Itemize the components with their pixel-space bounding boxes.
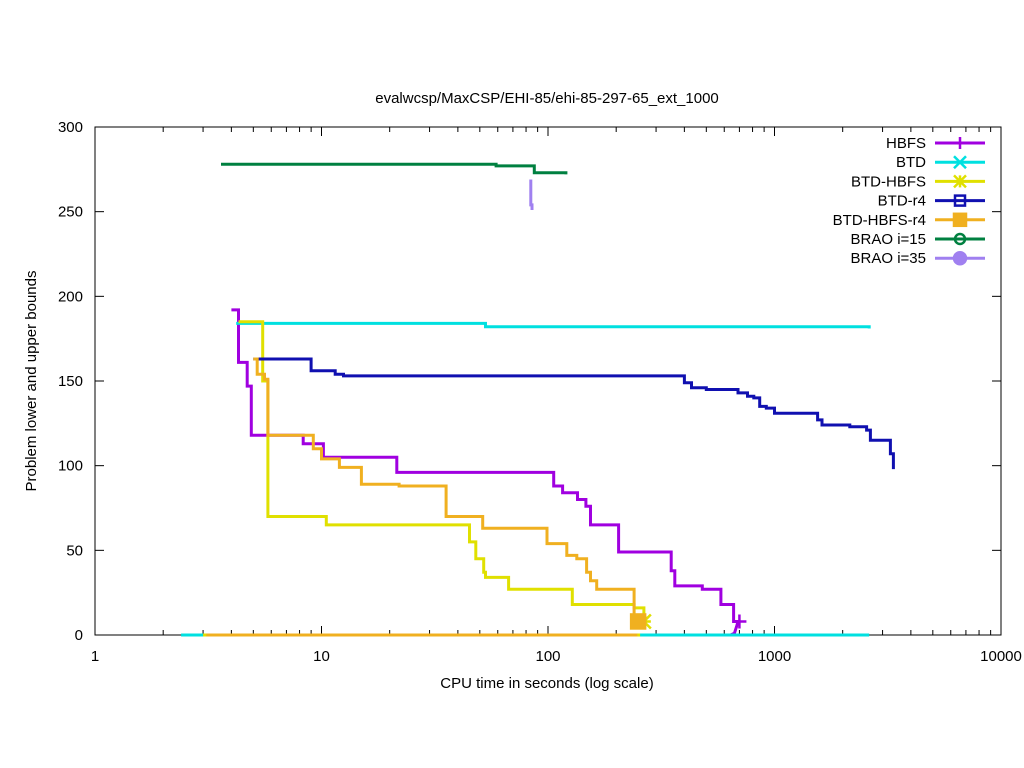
- x-tick-label: 100: [535, 648, 560, 665]
- series-marker: [952, 212, 968, 228]
- series-marker: [953, 232, 967, 246]
- series-marker: [952, 250, 968, 266]
- series-line-upper: [253, 357, 895, 470]
- series-line-upper: [253, 357, 642, 622]
- axis-ticks: 1 10 100 1000 10000 0 50 100 150 200 250 300: [58, 119, 1022, 665]
- series-marker: [953, 155, 967, 170]
- series-line-upper: [236, 321, 871, 329]
- series-btd-hbfs-r4: [206, 357, 647, 637]
- y-tick-label: 250: [58, 204, 83, 221]
- series-brao-i-15: [221, 162, 568, 175]
- legend-label: BTD-HBFS-r4: [833, 212, 926, 229]
- y-tick-label: 100: [58, 458, 83, 475]
- series-marker: [629, 613, 647, 630]
- legend-label: BRAO i=35: [851, 250, 926, 267]
- y-tick-label: 200: [58, 288, 83, 305]
- legend: HBFS BTD BTD-HBFS BTD-r4 BTD-HBFS-r4 BRAO i=1…: [833, 135, 985, 267]
- plot-area-frame: [94, 126, 1002, 636]
- series-layer: [181, 162, 895, 637]
- legend-label: BTD-HBFS: [851, 173, 926, 190]
- series-btd-r4: [253, 357, 895, 470]
- x-axis-label: CPU time in seconds (log scale): [440, 675, 653, 692]
- y-tick-label: 150: [58, 373, 83, 390]
- chart-title: evalwcsp/MaxCSP/EHI-85/ehi-85-297-65_ext…: [375, 90, 719, 107]
- y-tick-label: 0: [75, 627, 83, 644]
- x-tick-label: 10000: [980, 648, 1022, 665]
- series-marker: [953, 194, 967, 207]
- series-btd-hbfs: [203, 320, 652, 637]
- series-marker: [732, 614, 747, 629]
- series-line-upper: [231, 308, 740, 623]
- series-marker: [954, 137, 966, 149]
- legend-label: BRAO i=15: [851, 231, 926, 248]
- x-tick-label: 1: [91, 648, 99, 665]
- series-brao-i-35: [529, 179, 534, 210]
- y-axis-label: Problem lower and upper bounds: [23, 271, 40, 492]
- series-marker: [953, 174, 967, 189]
- x-tick-label: 10: [313, 648, 330, 665]
- series-line-upper: [529, 179, 534, 210]
- x-tick-label: 1000: [758, 648, 791, 665]
- series-line-upper: [221, 162, 568, 175]
- y-tick-label: 50: [66, 542, 83, 559]
- legend-label: BTD: [896, 154, 926, 171]
- y-tick-label: 300: [58, 119, 83, 136]
- legend-label: BTD-r4: [878, 193, 926, 210]
- legend-label: HBFS: [886, 135, 926, 152]
- series-line-lower: [209, 621, 740, 637]
